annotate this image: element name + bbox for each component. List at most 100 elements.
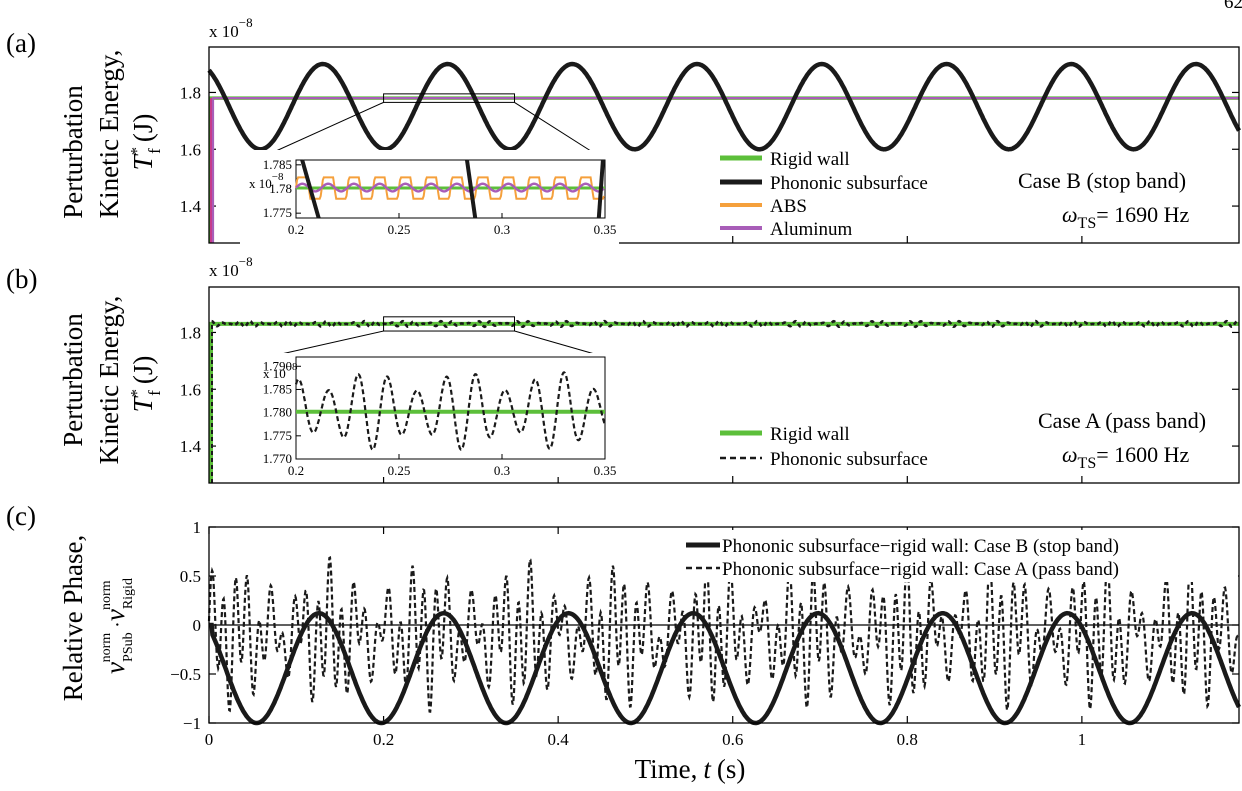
series-phononic-b — [211, 319, 1240, 329]
series-aluminum — [211, 97, 1239, 243]
panel-a-case-label: Case B (stop band) — [1018, 168, 1186, 193]
y-tick-label: 1 — [193, 518, 202, 537]
inset-a-phononic — [300, 159, 321, 219]
series-rigid-wall-b — [209, 321, 1239, 483]
legend-c-label-pass: Phononic subsurface−rigid wall: Case A (… — [722, 559, 1119, 580]
panel-b-ylabel-line1: Perturbation — [58, 313, 88, 447]
panel-b-case-label: Case A (pass band) — [1038, 408, 1206, 433]
inset-a-xtick: 0.2 — [288, 222, 304, 237]
tf-symbol: T — [128, 153, 158, 170]
inset-b-ytick: 1.785 — [263, 381, 292, 396]
panel-b-inset: 1.770 1.775 1.780 1.785 1.790 0.2 0.25 0.3 0.35 — [252, 330, 619, 478]
y-tick-label: 1.4 — [180, 437, 202, 456]
panel-c-xlabel: Time, t (s) — [635, 754, 746, 784]
inset-b-ytick: 1.770 — [263, 451, 292, 466]
panel-c-ylabel-line1: Relative Phase, — [58, 535, 88, 701]
panel-b-legend: Rigid wall Phononic subsurface — [720, 424, 928, 470]
series-case-b-stop-band — [209, 610, 1241, 726]
y-tick-label: 0.5 — [180, 567, 201, 586]
legend-label-abs: ABS — [770, 196, 807, 217]
zoom-box — [383, 93, 516, 103]
panel-a-axes-box — [208, 46, 1240, 244]
page-number: 62 — [1224, 0, 1242, 13]
x-tick-label: 0.6 — [722, 730, 743, 749]
y-tick-label: 1.6 — [180, 380, 201, 399]
legend-label-aluminum: Aluminum — [770, 219, 853, 240]
y-tick-label: −1 — [183, 714, 201, 733]
panel-a-inset: 1.775 1.78 1.785 0.2 0.25 0.3 0.35 — [240, 101, 619, 258]
panel-a-inset-multiplier: x 10−8 — [249, 171, 284, 191]
legend-label-rigid: Rigid wall — [770, 149, 850, 170]
legend-b-label-phononic: Phononic subsurface — [770, 449, 928, 470]
panel-c-legend: Phononic subsurface−rigid wall: Case B (… — [682, 530, 1238, 582]
panel-b-multiplier: x 10−8 — [209, 254, 253, 280]
inset-b-ytick: 1.780 — [263, 405, 292, 420]
panel-c-ylabel-line2: vPSubnorm ·vRigidnorm — [99, 578, 136, 674]
panel-c-label: (c) — [6, 501, 36, 531]
y-tick-label: 1.8 — [180, 83, 201, 102]
panel-a-plot — [207, 61, 1241, 243]
panel-c-yticks: −1 −0.5 0 0.5 1 — [170, 518, 1239, 733]
panel-a-ylabel-line2: Kinetic Energy, — [94, 50, 124, 219]
inset-a-phononic — [464, 159, 478, 219]
x-tick-label: 0 — [205, 730, 214, 749]
x-tick-label: 0.4 — [548, 730, 570, 749]
panel-a: (a) Perturbation Kinetic Energy, T*f(J) … — [6, 15, 1241, 258]
y-tick-label: 1.8 — [180, 323, 201, 342]
panel-b-inset-multiplier: x 10−8 — [263, 361, 298, 381]
series-phononic-subsurface — [207, 61, 1241, 152]
panel-a-legend: Rigid wall Phononic subsurface ABS Alumi… — [720, 149, 928, 240]
inset-a-ytick: 1.785 — [263, 157, 292, 172]
panel-a-label: (a) — [6, 28, 36, 58]
inset-b-ytick: 1.790 — [263, 358, 292, 373]
panel-b-label: (b) — [6, 264, 37, 294]
legend-c-label-stop: Phononic subsurface−rigid wall: Case B (… — [722, 536, 1119, 557]
inset-a-xtick: 0.25 — [388, 222, 411, 237]
panel-c-xticks: 0 0.2 0.4 0.6 0.8 1 — [205, 527, 1086, 749]
inset-b-box — [295, 356, 606, 460]
inset-a-xtick: 0.35 — [594, 222, 617, 237]
inset-b-xtick: 0.3 — [494, 463, 510, 478]
inset-b-xtick: 0.35 — [594, 463, 617, 478]
panel-a-yticks: 1.4 1.6 1.8 — [180, 83, 1239, 216]
tf-star: * — [127, 147, 146, 156]
x-tick-label: 0.2 — [373, 730, 394, 749]
panel-c: (c) Relative Phase, vPSubnorm ·vRigidnor… — [6, 501, 1241, 784]
inset-b-ytick: 1.775 — [263, 428, 292, 443]
inset-b-xtick: 0.25 — [388, 463, 411, 478]
svg-text:vPSubnorm ·vRigidnorm: vPSubnorm ·vRigidnorm — [99, 578, 136, 674]
x-tick-label: 1 — [1078, 730, 1087, 749]
panel-a-multiplier: x 10−8 — [209, 15, 253, 41]
inset-a-aluminum — [295, 182, 605, 193]
legend-label-phononic: Phononic subsurface — [770, 173, 928, 194]
panel-a-omega: ωTS= 1690 Hz — [1062, 202, 1190, 232]
y-tick-label: 0 — [193, 616, 202, 635]
panel-b-plot — [209, 316, 1240, 483]
inset-b-phononic — [294, 371, 606, 451]
series-case-a-pass-band — [207, 556, 1240, 713]
legend-b-label-rigid: Rigid wall — [770, 424, 850, 445]
panel-c-axes-box — [208, 526, 1240, 724]
inset-a-ytick: 1.775 — [263, 205, 292, 220]
x-tick-label: 0.8 — [897, 730, 918, 749]
panel-b-ylabel-line2: Kinetic Energy, — [94, 296, 124, 465]
inset-a-xtick: 0.3 — [494, 222, 510, 237]
panel-b-omega: ωTS= 1600 Hz — [1062, 442, 1190, 472]
inset-b-xtick: 0.2 — [288, 463, 304, 478]
tf-sub: f — [145, 148, 164, 154]
panel-b-axes-box — [208, 286, 1240, 484]
panel-c-plot — [207, 556, 1241, 726]
panel-b: (b) Perturbation Kinetic Energy, T*f(J) … — [6, 254, 1240, 484]
inset-a-ytick: 1.78 — [269, 181, 292, 196]
panel-b-yticks: 1.4 1.6 1.8 — [180, 323, 1239, 456]
zoom-box-b — [383, 316, 516, 332]
inset-a-phononic — [596, 159, 605, 219]
y-tick-label: −0.5 — [170, 665, 201, 684]
panel-a-ylabel-line3: T*f (J) — [127, 114, 164, 171]
panel-a-ylabel-line1: Perturbation — [58, 85, 88, 219]
panel-b-ylabel-line3: T*f(J) — [127, 356, 164, 413]
y-tick-label: 1.4 — [180, 197, 202, 216]
tf-unit: (J) — [128, 114, 158, 143]
panel-a-ylabel: Perturbation Kinetic Energy, T*f (J) — [58, 50, 164, 219]
